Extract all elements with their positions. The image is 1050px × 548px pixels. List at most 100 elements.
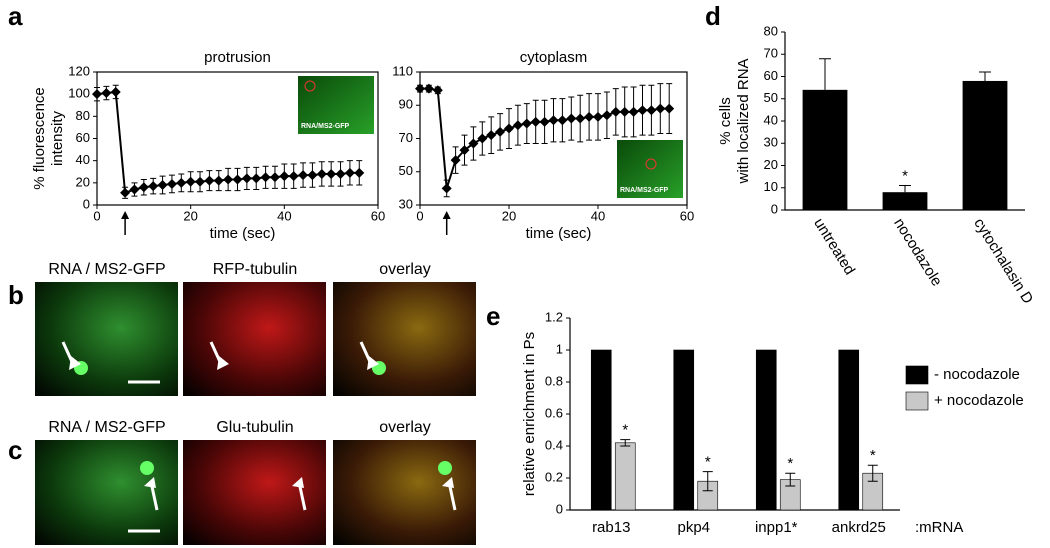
image-caption: overlay: [379, 261, 431, 278]
data-point: [354, 167, 365, 178]
significance-mark: *: [787, 455, 793, 472]
data-point: [326, 168, 337, 179]
data-point: [335, 168, 346, 179]
inset-roi: [645, 158, 657, 170]
data-point: [530, 116, 541, 127]
micrograph: [183, 282, 326, 396]
micrograph: [183, 440, 326, 545]
arrow-head: [69, 356, 81, 370]
y-tick-label: 80: [764, 23, 778, 38]
data-point: [548, 115, 559, 126]
y-tick-label: 50: [399, 163, 413, 178]
data-point: [166, 178, 177, 189]
inset-roi: [304, 80, 316, 92]
data-point: [223, 174, 234, 185]
arrow-head: [367, 356, 379, 370]
data-point: [260, 172, 271, 183]
data-point: [450, 155, 461, 166]
data-point: [459, 145, 470, 156]
data-point: [232, 174, 243, 185]
error-bar: [979, 71, 991, 81]
data-point: [637, 105, 648, 116]
y-tick-label: 90: [399, 97, 413, 112]
micrograph: [333, 440, 476, 545]
data-point: [593, 111, 603, 122]
data-point: [432, 85, 443, 96]
data-point: [176, 177, 187, 188]
y-tick-label: 30: [399, 196, 413, 211]
bleach-arrow-head: [121, 211, 130, 219]
legend-label: + nocodazole: [934, 392, 1024, 409]
y-tick-label: 40: [76, 152, 90, 167]
data-point: [557, 115, 568, 126]
x-tick-label: pkp4: [677, 519, 710, 536]
bar: [590, 349, 612, 511]
bar: [802, 89, 848, 210]
data-point: [316, 168, 327, 179]
x-tick-label: 40: [591, 208, 605, 223]
y-axis-label: % fluorescenceintensity: [31, 87, 66, 190]
image-caption: overlay: [379, 419, 431, 436]
rna-granule: [438, 461, 452, 475]
data-point: [110, 86, 121, 97]
data-point: [120, 187, 131, 198]
y-tick-label: 120: [68, 63, 90, 78]
image-caption: RNA / MS2-GFP: [48, 419, 165, 436]
y-tick-label: 60: [764, 68, 778, 83]
y-tick-label: 110: [392, 63, 413, 78]
x-suffix: :mRNA: [915, 519, 963, 536]
panel-label: c: [8, 435, 22, 465]
y-tick-label: 60: [76, 130, 90, 145]
data-point: [655, 103, 666, 114]
y-tick-label: 0: [771, 201, 778, 216]
arrow-head: [144, 477, 156, 488]
panel-label: d: [705, 1, 721, 31]
y-tick-label: 50: [764, 90, 778, 105]
data-point: [204, 175, 215, 186]
data-point: [610, 106, 621, 117]
y-tick-label: 30: [764, 135, 778, 150]
error-bar: [899, 185, 911, 193]
y-tick-label: 20: [764, 157, 778, 172]
data-point: [213, 175, 224, 186]
panel-label: e: [486, 301, 500, 331]
y-tick-label: 80: [76, 108, 90, 123]
data-point: [101, 88, 112, 99]
data-point: [288, 171, 299, 182]
y-tick-label: 0.2: [545, 469, 563, 484]
y-tick-label: 0.4: [545, 437, 563, 452]
micrograph: [35, 282, 178, 396]
error-bar: [785, 472, 796, 487]
image-caption: RNA / MS2-GFP: [48, 261, 165, 278]
data-point: [584, 111, 595, 122]
bar: [614, 442, 636, 511]
data-point: [664, 103, 675, 114]
data-point: [539, 116, 550, 127]
y-tick-label: 0.6: [545, 405, 563, 420]
y-tick-label: 100: [68, 86, 90, 101]
arrow-head: [292, 477, 304, 488]
error-bar: [620, 439, 631, 447]
bar: [755, 349, 777, 511]
error-bar: [819, 58, 831, 90]
y-tick-label: 1: [556, 341, 563, 356]
x-tick-label: inpp1*: [755, 519, 798, 536]
significance-mark: *: [622, 422, 628, 439]
legend-swatch: [905, 365, 929, 385]
y-tick-label: 1.2: [545, 309, 563, 324]
bar: [838, 349, 860, 511]
x-tick-label: cytochalasin D: [970, 215, 1036, 307]
panel-label: b: [8, 280, 24, 310]
data-point: [646, 105, 657, 116]
y-tick-label: 70: [764, 46, 778, 61]
data-point: [138, 182, 149, 193]
inset-label: RNA/MS2-GFP: [301, 123, 350, 130]
chart-title: cytoplasm: [520, 49, 588, 66]
x-tick-label: 0: [416, 208, 423, 223]
chart-title: protrusion: [204, 49, 271, 66]
significance-mark: *: [870, 447, 876, 464]
y-tick-label: 20: [76, 174, 90, 189]
data-point: [307, 170, 318, 181]
y-tick-label: 0: [556, 501, 563, 516]
x-tick-label: 60: [371, 208, 385, 223]
